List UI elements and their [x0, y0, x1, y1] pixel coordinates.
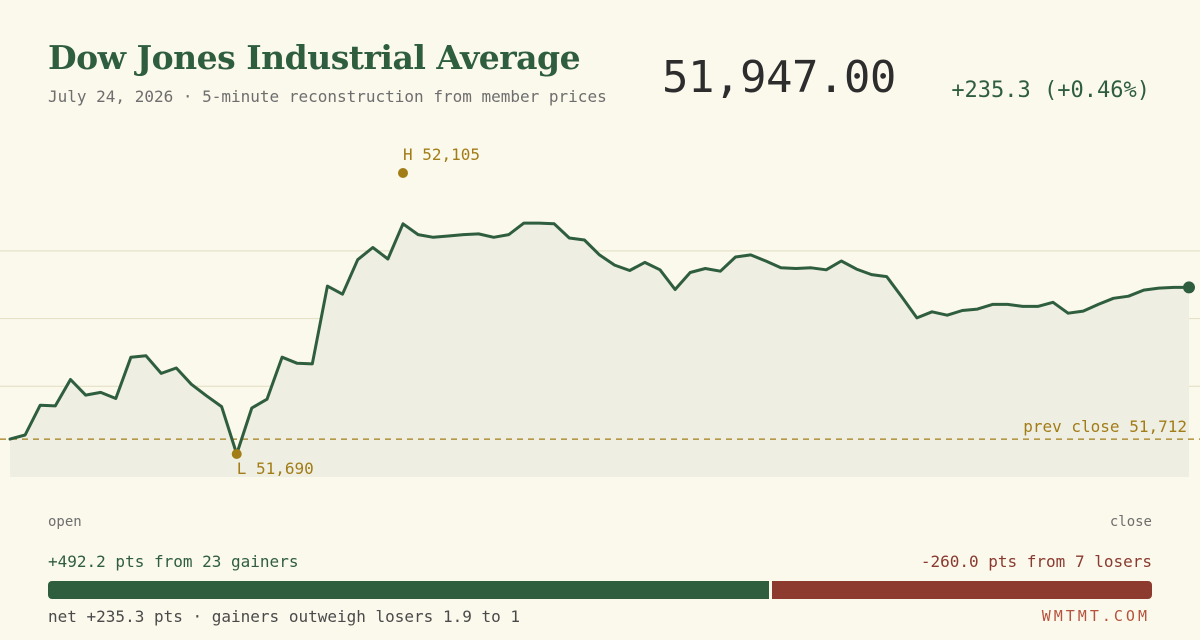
breadth-bar	[48, 581, 1152, 599]
gainers-label: +492.2 pts from 23 gainers	[48, 552, 299, 571]
last-price-marker	[1183, 281, 1195, 294]
current-price: 51,947.00	[662, 52, 896, 103]
brand-logo: WMTMT.COM	[1041, 607, 1150, 625]
losers-bar-segment	[772, 581, 1152, 599]
low-marker	[231, 449, 242, 459]
net-summary: net +235.3 pts · gainers outweigh losers…	[48, 607, 521, 626]
intraday-chart: prev close 51,712 H 52,105 L 51,690	[0, 145, 1200, 478]
gainers-bar-segment	[48, 581, 770, 599]
x-axis-start-label: open	[48, 514, 82, 530]
price-line	[8, 221, 1191, 456]
prev-close-label: prev close 51,712	[1023, 417, 1187, 436]
losers-label: -260.0 pts from 7 losers	[920, 552, 1152, 571]
low-label: L 51,690	[237, 459, 314, 478]
price-change: +235.3 (+0.46%)	[951, 78, 1150, 103]
page-subtitle: July 24, 2026 · 5-minute reconstruction …	[48, 87, 607, 106]
page-title: Dow Jones Industrial Average	[48, 38, 581, 77]
x-axis-end-label: close	[1109, 514, 1152, 530]
high-marker	[398, 168, 408, 178]
price-area	[10, 223, 1189, 477]
high-label: H 52,105	[403, 145, 480, 164]
